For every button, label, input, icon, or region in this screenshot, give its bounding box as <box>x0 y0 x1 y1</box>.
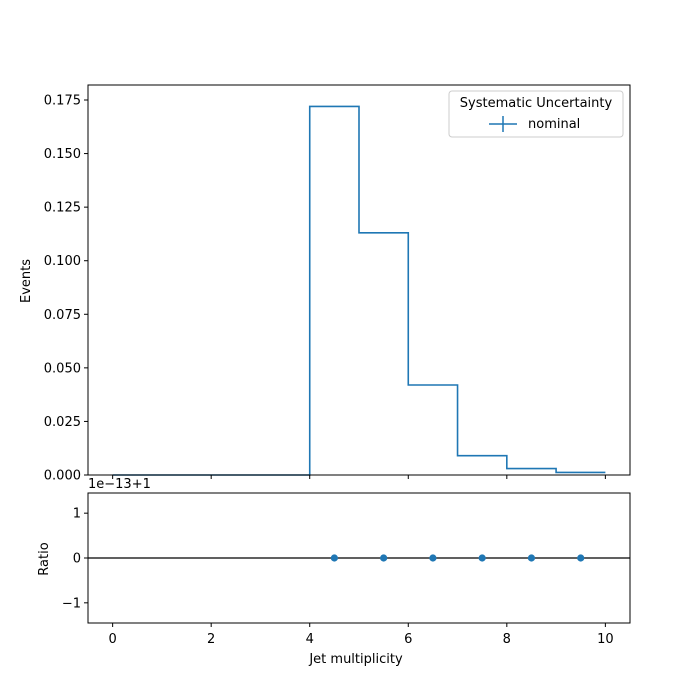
ratio-point-0 <box>330 554 338 562</box>
ratio-point-3 <box>478 554 486 562</box>
main-y-tick-label: 0.150 <box>44 147 81 162</box>
main-y-tick-label: 0.000 <box>44 469 81 484</box>
main-y-tick-label: 0.100 <box>44 254 81 269</box>
ratio-point-5 <box>577 554 585 562</box>
main-y-tick-label: 0.125 <box>44 201 81 216</box>
x-tick-label: 8 <box>503 632 511 647</box>
legend-box <box>448 90 624 138</box>
main-y-tick-label: 0.075 <box>44 308 81 323</box>
ratio-y-ticks: −1 0 1 <box>62 507 88 611</box>
x-tick-label: 10 <box>597 632 614 647</box>
main-y-axis-label: Events <box>19 259 34 303</box>
ratio-y-tick-label: 1 <box>73 507 81 522</box>
ratio-y-tick-label: −1 <box>62 596 81 611</box>
main-panel-frame <box>87 84 631 476</box>
main-y-tick-label: 0.175 <box>44 94 81 109</box>
main-y-tick-label: 0.025 <box>44 415 81 430</box>
legend: Systematic Uncertainty nominal <box>448 90 624 138</box>
main-y-tick-label: 0.050 <box>44 361 81 376</box>
legend-entry-nominal: nominal <box>528 117 580 132</box>
x-axis-label: Jet multiplicity <box>308 652 403 667</box>
x-tick-label: 0 <box>108 632 116 647</box>
ratio-point-1 <box>380 554 388 562</box>
x-tick-label: 6 <box>404 632 412 647</box>
ratio-point-2 <box>429 554 437 562</box>
ratio-point-4 <box>527 554 536 562</box>
main-y-ticks: 0.000 0.025 0.050 0.075 0.100 0.125 0.150 0.175 <box>44 94 88 484</box>
ratio-plot-area <box>88 554 630 562</box>
ratio-x-ticks: 0 2 4 6 8 10 <box>108 623 614 647</box>
ratio-panel: −1 0 1 0 2 4 6 8 10 1e−13+1 Ratio Jet multiplic… <box>37 477 631 667</box>
ratio-y-axis-label: Ratio <box>37 542 52 575</box>
legend-marker-nominal <box>489 116 517 132</box>
x-tick-label: 2 <box>207 632 215 647</box>
main-histogram-panel: 0.000 0.025 0.050 0.075 0.100 0.125 0.150 0.175… <box>19 84 631 484</box>
ratio-offset-label: 1e−13+1 <box>88 477 151 492</box>
x-tick-label: 4 <box>306 632 314 647</box>
legend-title: Systematic Uncertainty <box>460 96 613 111</box>
ratio-y-tick-label: 0 <box>73 552 81 567</box>
main-x-ticks <box>112 475 606 479</box>
